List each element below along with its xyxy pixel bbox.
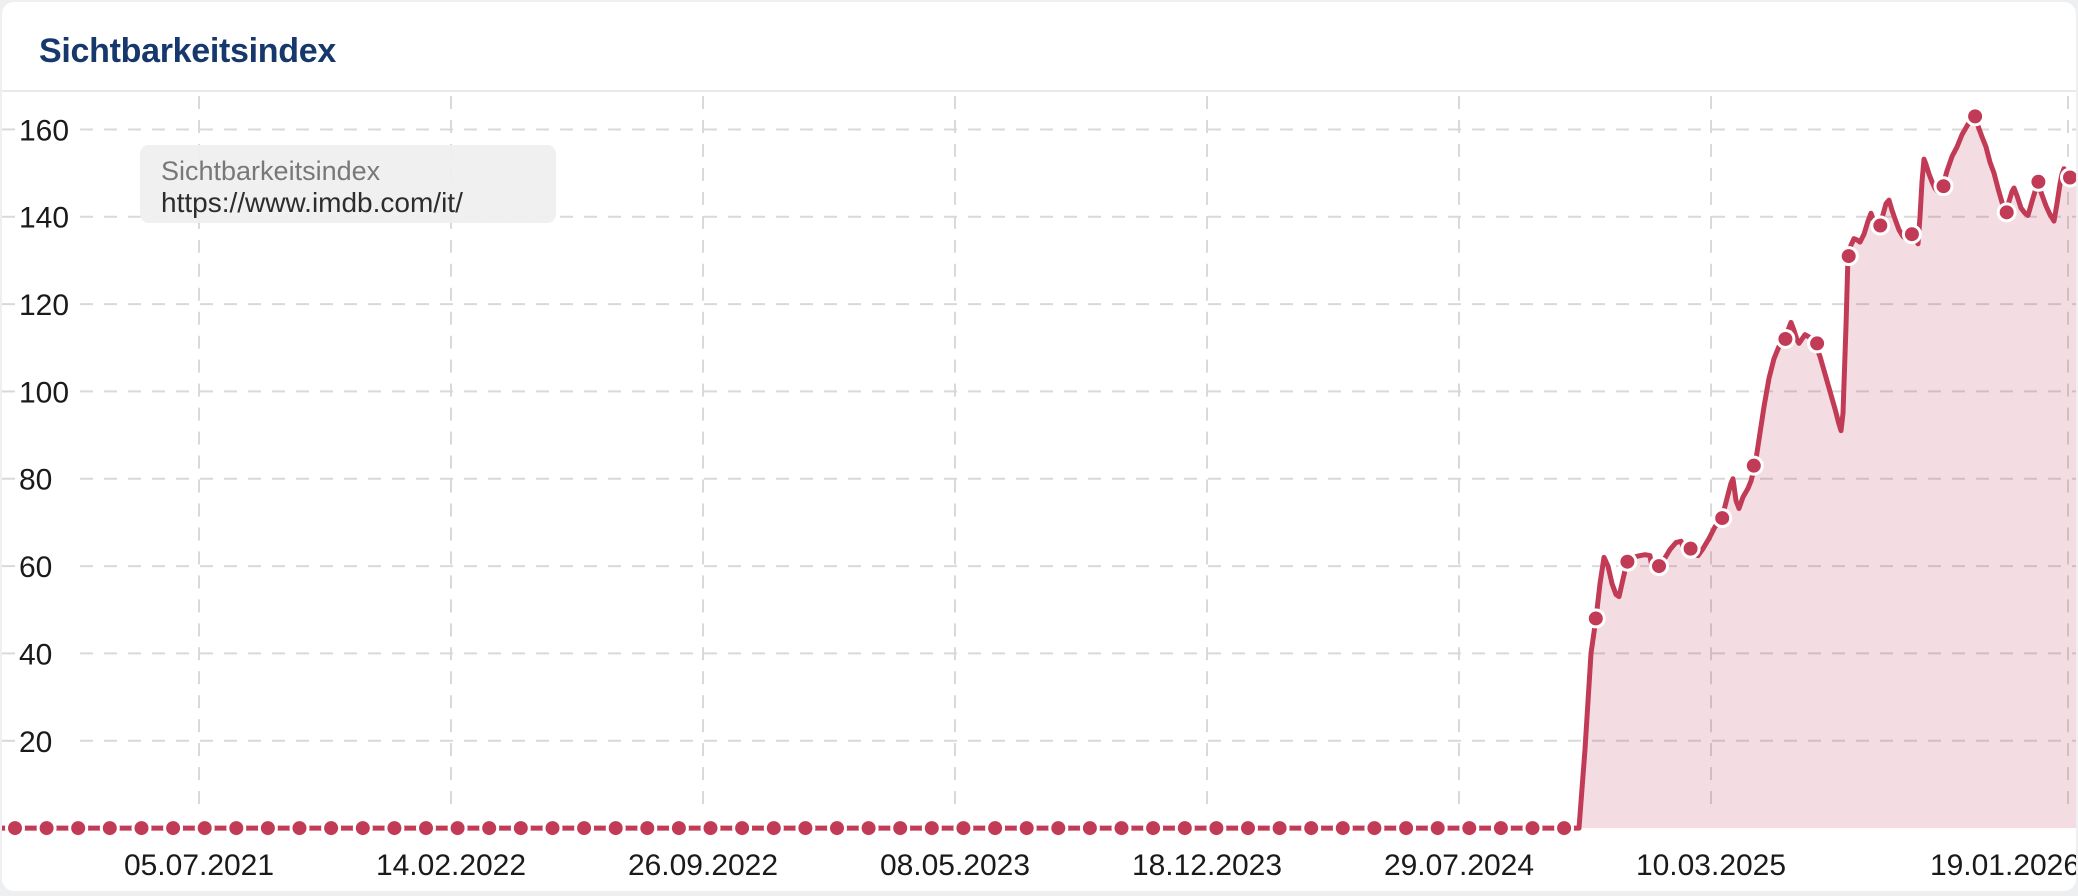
data-point[interactable] [1174,818,1195,839]
data-point[interactable] [890,818,911,839]
data-point[interactable] [637,818,658,839]
data-point[interactable] [1396,818,1417,839]
data-point[interactable] [1490,818,1511,839]
data-point[interactable] [1238,818,1258,839]
data-point[interactable] [1585,608,1606,629]
data-point[interactable] [1996,202,2017,223]
data-point[interactable] [447,818,468,839]
tooltip-domain: https://www.imdb.com/it/ [161,187,463,218]
data-point[interactable] [732,818,753,839]
data-point[interactable] [1649,556,1669,577]
data-point[interactable] [2060,167,2077,188]
x-axis-tick-label: 05.07.2021 [124,849,274,882]
data-point[interactable] [2028,171,2049,192]
data-point[interactable] [1712,508,1733,529]
x-axis-tick-label: 14.02.2022 [376,849,526,882]
data-point[interactable] [510,818,531,839]
data-point[interactable] [1364,818,1385,839]
y-axis-tick-label: 60 [19,551,52,584]
data-point[interactable] [1933,176,1954,197]
data-point[interactable] [257,818,278,839]
x-axis-tick-label: 08.05.2023 [880,849,1030,882]
data-point[interactable] [1838,246,1859,267]
x-axis-tick-label: 29.07.2024 [1384,849,1534,882]
y-axis-tick-label: 160 [19,114,69,147]
x-axis-tick-label: 26.09.2022 [628,849,778,882]
visibility-chart: 20 40 60 80 100 120 140 160 05.07.2021 14.02.2022… [2,95,2077,882]
tooltip-series-label: Sichtbarkeitsindex [161,156,381,186]
x-axis-tick-label: 10.03.2025 [1636,849,1786,882]
data-point[interactable] [1680,538,1701,559]
data-point[interactable] [321,818,342,839]
data-point[interactable] [163,818,184,839]
data-point[interactable] [1016,818,1037,839]
data-point[interactable] [1427,818,1448,839]
data-point[interactable] [1965,106,1986,127]
data-point[interactable] [352,818,373,839]
data-point[interactable] [827,818,847,839]
data-point[interactable] [1143,818,1164,839]
data-point[interactable] [1870,215,1891,236]
data-point[interactable] [1048,818,1069,839]
x-axis-tick-label: 18.12.2023 [1132,849,1282,882]
data-point[interactable] [858,818,879,839]
plot-area[interactable]: 20 40 60 80 100 120 140 160 05.07.2021 14.02.2022… [2,94,2076,891]
data-point[interactable] [953,818,974,839]
data-point[interactable] [194,818,215,839]
x-axis-tick-label: 19.01.2026 [1930,849,2076,882]
series-area-fill [2,115,2076,829]
y-axis-tick-label: 20 [19,726,52,759]
data-point[interactable] [416,818,436,839]
data-point[interactable] [574,818,595,839]
data-point[interactable] [384,818,405,839]
data-point[interactable] [700,818,721,839]
data-point[interactable] [99,818,120,839]
data-point[interactable] [985,818,1006,839]
data-point[interactable] [1269,818,1290,839]
data-point[interactable] [795,818,816,839]
data-point[interactable] [1301,818,1322,839]
data-point[interactable] [1901,224,1922,245]
data-point[interactable] [1332,818,1353,839]
data-point[interactable] [131,818,152,839]
y-axis-tick-label: 120 [19,289,69,322]
data-point[interactable] [479,818,500,839]
card-header: Sichtbarkeitsindex [2,2,2076,92]
data-point[interactable] [36,818,57,839]
data-point[interactable] [1459,818,1480,839]
data-point[interactable] [5,818,25,839]
data-point[interactable] [226,818,247,839]
y-axis-tick-label: 80 [19,464,52,497]
data-point[interactable] [542,818,563,839]
data-point[interactable] [68,818,89,839]
data-point[interactable] [668,818,689,839]
data-point[interactable] [763,818,784,839]
data-point[interactable] [1617,551,1638,572]
data-point[interactable] [1079,818,1100,839]
y-axis-tick-label: 140 [19,202,69,235]
data-point[interactable] [1775,329,1796,349]
data-point[interactable] [289,818,310,839]
series-tooltip: Sichtbarkeitsindex https://www.imdb.com/… [140,145,556,223]
data-point[interactable] [1807,333,1828,354]
page-title: Sichtbarkeitsindex [39,32,336,70]
data-point[interactable] [1206,818,1227,839]
data-point[interactable] [1554,818,1575,839]
data-point[interactable] [921,818,942,839]
data-point[interactable] [1522,818,1543,839]
y-axis-tick-label: 40 [19,638,52,671]
data-point[interactable] [1111,818,1132,839]
y-axis-tick-label: 100 [19,376,69,409]
data-point[interactable] [1743,455,1764,476]
data-point[interactable] [605,818,626,839]
